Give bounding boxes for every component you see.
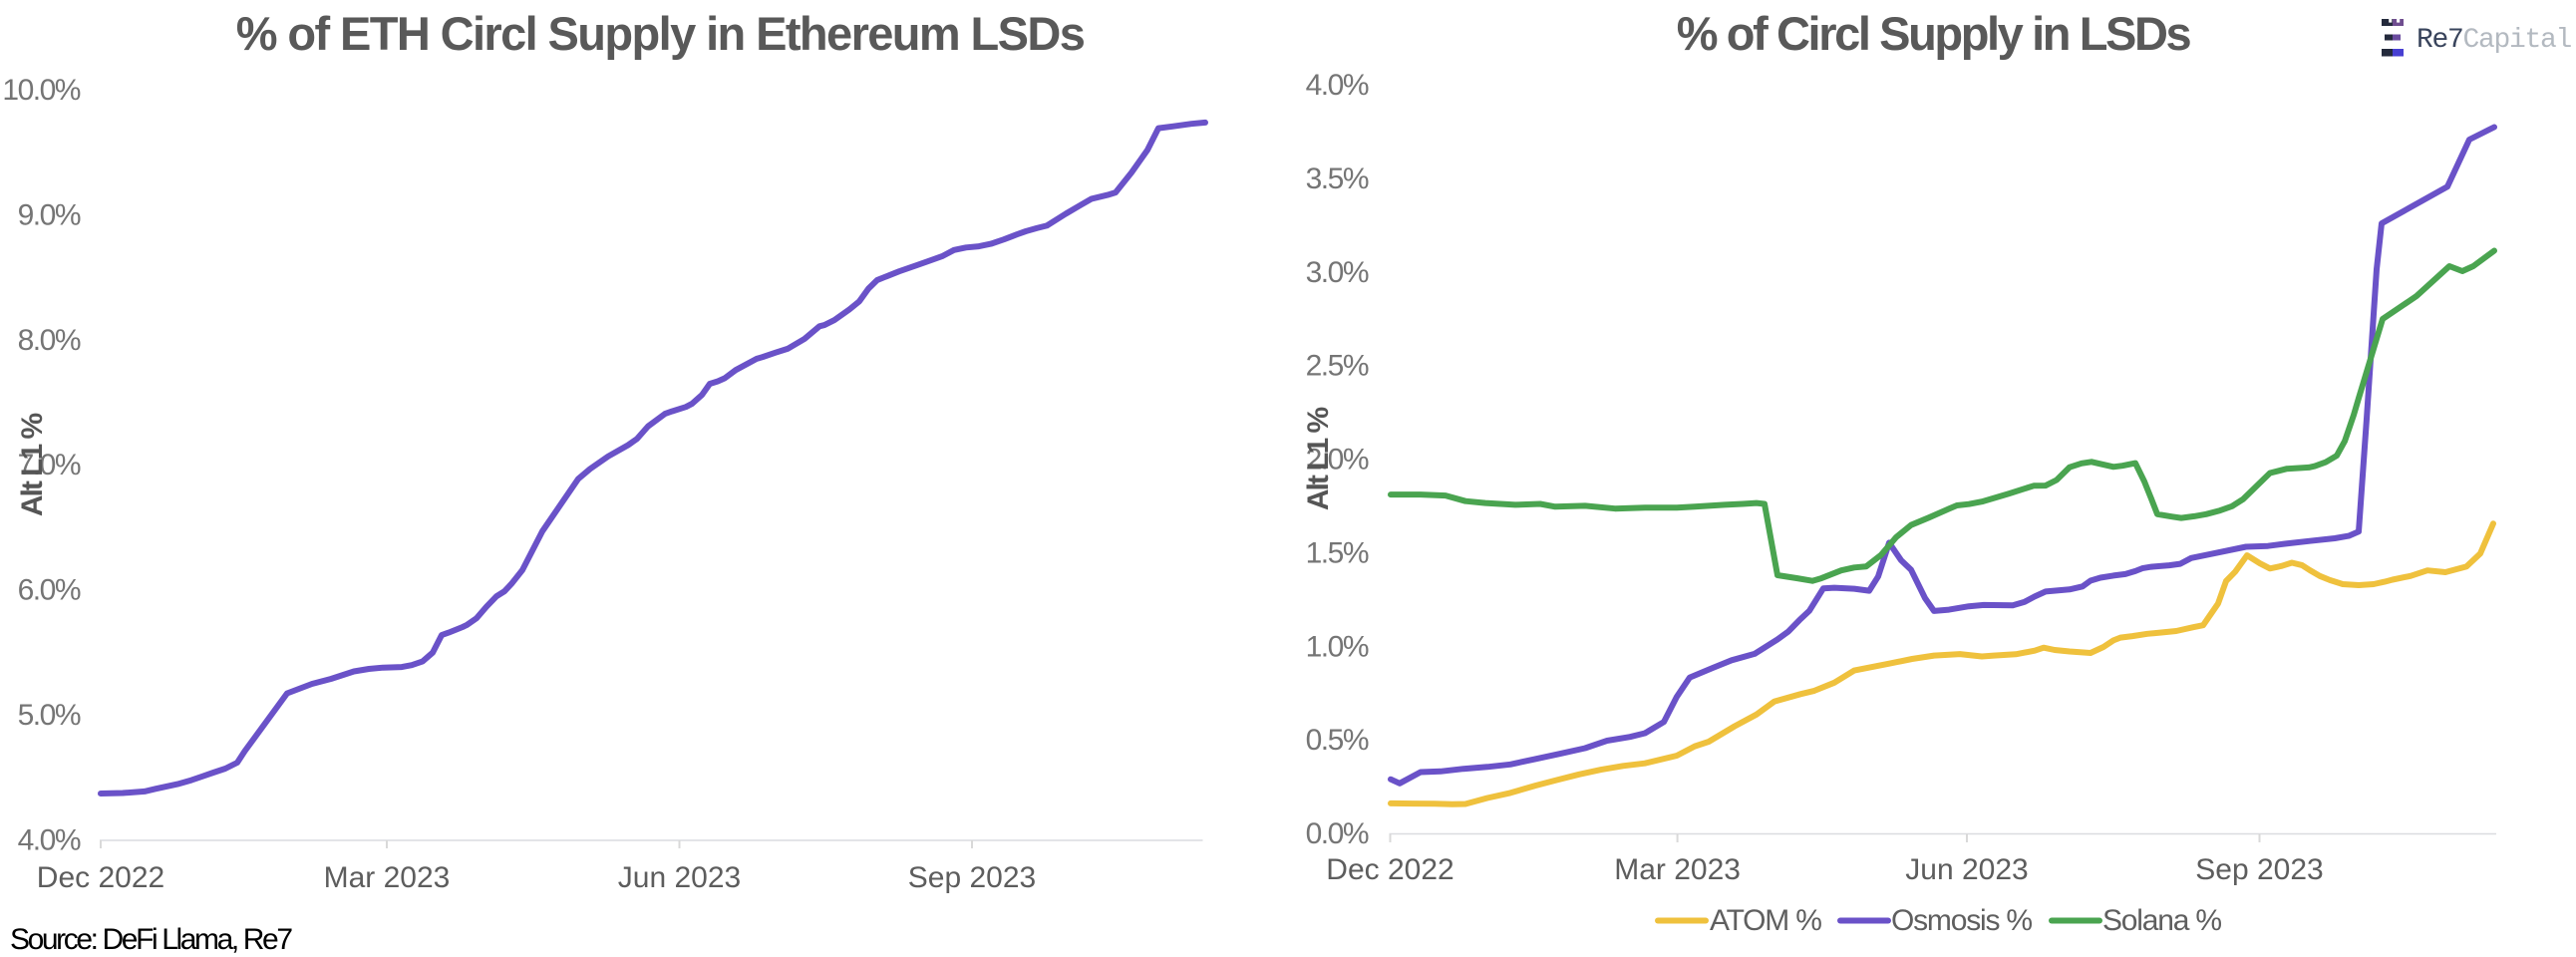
svg-text:8.0%: 8.0% xyxy=(18,324,81,357)
svg-text:9.0%: 9.0% xyxy=(18,198,81,231)
svg-text:Dec 2022: Dec 2022 xyxy=(1326,853,1453,886)
svg-text:2.5%: 2.5% xyxy=(1306,350,1369,383)
svg-text:0.0%: 0.0% xyxy=(1306,817,1369,850)
svg-text:% of ETH Circl Supply in Ether: % of ETH Circl Supply in Ethereum LSDs xyxy=(236,7,1085,60)
svg-text:Alt L1 %: Alt L1 % xyxy=(1302,408,1335,511)
svg-text:Dec 2022: Dec 2022 xyxy=(37,861,164,894)
svg-text:Solana %: Solana % xyxy=(2102,904,2221,937)
svg-text:5.0%: 5.0% xyxy=(18,699,81,732)
svg-text:1.0%: 1.0% xyxy=(1306,630,1369,663)
svg-text:1.5%: 1.5% xyxy=(1306,536,1369,569)
svg-text:% of Circl Supply in LSDs: % of Circl Supply in LSDs xyxy=(1677,7,2191,60)
svg-text:2.0%: 2.0% xyxy=(1306,444,1369,477)
svg-text:Mar 2023: Mar 2023 xyxy=(324,861,451,894)
svg-text:4.0%: 4.0% xyxy=(18,824,81,857)
svg-text:6.0%: 6.0% xyxy=(18,574,81,607)
svg-text:10.0%: 10.0% xyxy=(2,74,80,107)
svg-text:0.5%: 0.5% xyxy=(1306,724,1369,757)
svg-text:Jun 2023: Jun 2023 xyxy=(618,861,741,894)
svg-text:3.0%: 3.0% xyxy=(1306,256,1369,289)
svg-text:Source: DeFi Llama, Re7: Source: DeFi Llama, Re7 xyxy=(10,923,292,956)
svg-text:ATOM %: ATOM % xyxy=(1710,904,1821,937)
svg-text:3.5%: 3.5% xyxy=(1306,162,1369,195)
svg-text:Re7Capital: Re7Capital xyxy=(2416,25,2572,56)
svg-text:Sep 2023: Sep 2023 xyxy=(908,861,1036,894)
svg-text:Sep 2023: Sep 2023 xyxy=(2195,853,2323,886)
svg-text:Alt L1 %: Alt L1 % xyxy=(16,414,49,517)
svg-text:Mar 2023: Mar 2023 xyxy=(1614,853,1741,886)
svg-text:Osmosis %: Osmosis % xyxy=(1891,904,2032,937)
svg-text:Jun 2023: Jun 2023 xyxy=(1905,853,2028,886)
svg-text:7.0%: 7.0% xyxy=(18,449,81,481)
svg-text:4.0%: 4.0% xyxy=(1306,69,1369,102)
